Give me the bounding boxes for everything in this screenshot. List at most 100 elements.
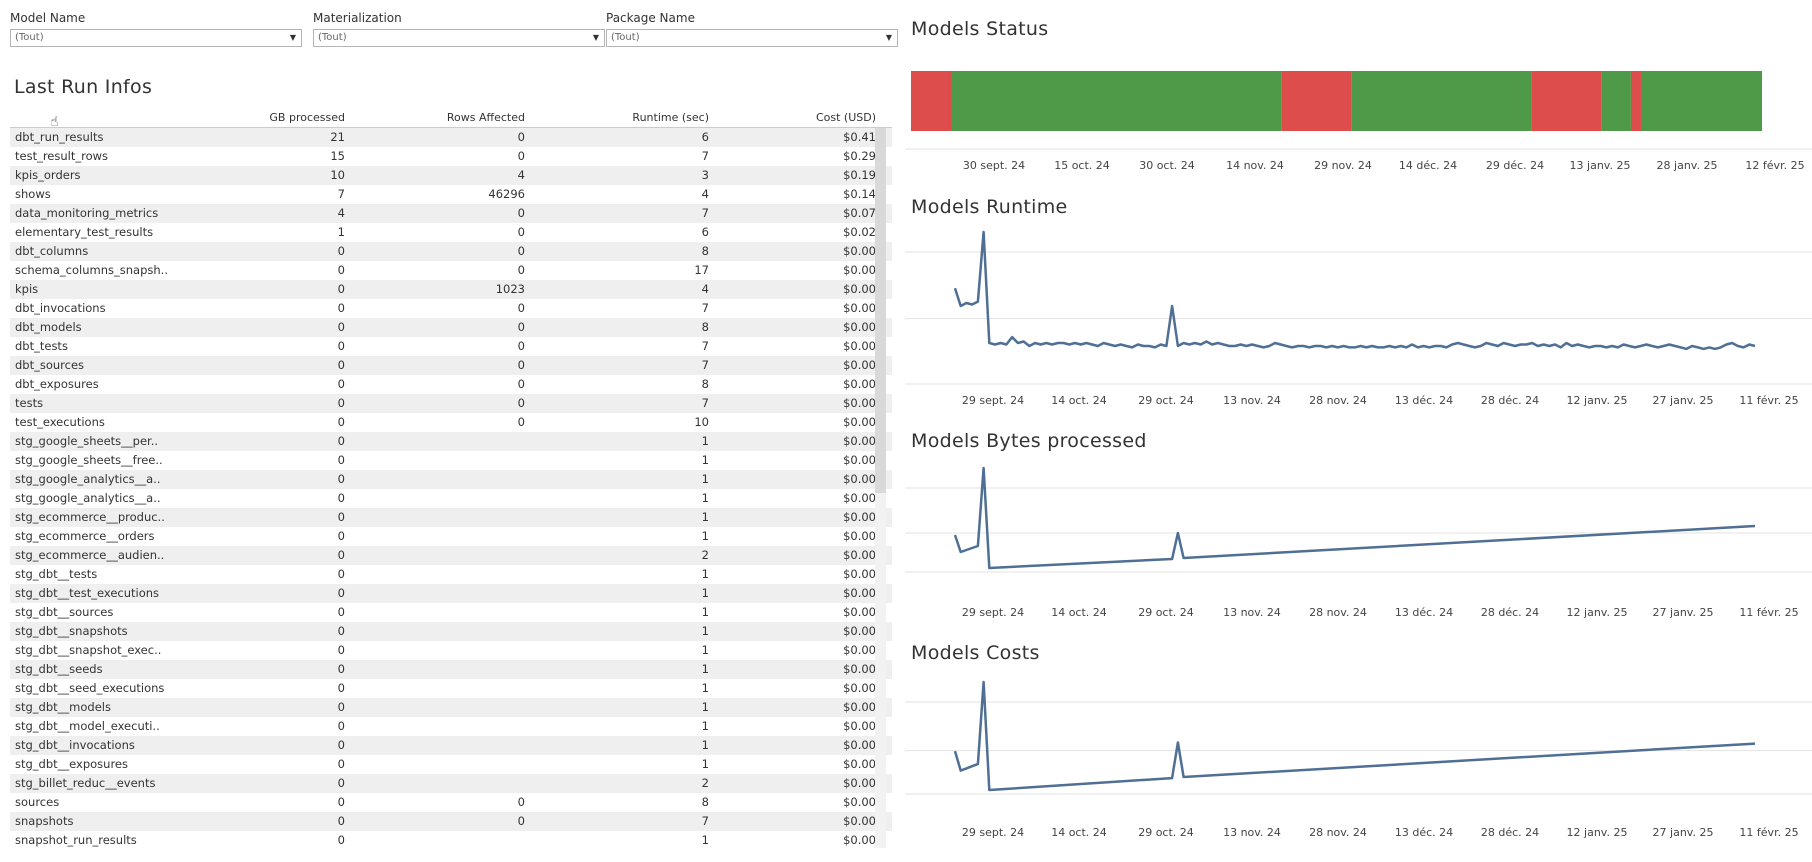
runtime-cell: 2 xyxy=(701,548,709,562)
table-row[interactable]: dbt_sources 0 0 7 $0.00 xyxy=(10,356,892,375)
table-row[interactable]: snapshot_run_results 0 1 $0.00 xyxy=(10,831,892,848)
model-name-cell: stg_dbt__exposures xyxy=(15,757,128,771)
x-tick-label: 13 nov. 24 xyxy=(1223,394,1281,407)
table-row[interactable]: snapshots 0 0 7 $0.00 xyxy=(10,812,892,831)
table-row[interactable]: stg_google_sheets__per.. 0 1 $0.00 xyxy=(10,432,892,451)
table-row[interactable]: stg_dbt__snapshot_exec.. 0 1 $0.00 xyxy=(10,641,892,660)
model-name-select[interactable]: (Tout) ▼ xyxy=(10,29,302,47)
table-row[interactable]: shows 7 46296 4 $0.14 xyxy=(10,185,892,204)
table-row[interactable]: stg_dbt__seeds 0 1 $0.00 xyxy=(10,660,892,679)
rows-affected-cell: 1023 xyxy=(495,282,525,296)
x-tick-label: 28 nov. 24 xyxy=(1309,606,1367,619)
column-header-runtime[interactable]: Runtime (sec) xyxy=(632,111,709,124)
runtime-cell: 7 xyxy=(701,814,709,828)
runtime-cell: 1 xyxy=(701,567,709,581)
table-row[interactable]: stg_dbt__test_executions 0 1 $0.00 xyxy=(10,584,892,603)
cost-cell: $0.41 xyxy=(843,130,876,144)
model-name-cell: dbt_invocations xyxy=(15,301,106,315)
column-header-cost[interactable]: Cost (USD) xyxy=(815,111,876,124)
gb-processed-cell: 0 xyxy=(337,263,345,277)
table-row[interactable]: dbt_models 0 0 8 $0.00 xyxy=(10,318,892,337)
table-row[interactable]: stg_google_analytics__a.. 0 1 $0.00 xyxy=(10,489,892,508)
table-row[interactable]: dbt_invocations 0 0 7 $0.00 xyxy=(10,299,892,318)
table-row[interactable]: elementary_test_results 1 0 6 $0.02 xyxy=(10,223,892,242)
table-row[interactable]: stg_dbt__tests 0 1 $0.00 xyxy=(10,565,892,584)
x-tick-label: 14 oct. 24 xyxy=(1051,606,1107,619)
table-row[interactable]: stg_ecommerce__orders 0 1 $0.00 xyxy=(10,527,892,546)
table-row[interactable]: stg_dbt__exposures 0 1 $0.00 xyxy=(10,755,892,774)
runtime-cell: 3 xyxy=(701,168,709,182)
table-row[interactable]: schema_columns_snapsh.. 0 0 17 $0.00 xyxy=(10,261,892,280)
x-tick-label: 13 janv. 25 xyxy=(1570,159,1631,172)
cost-cell: $0.00 xyxy=(843,738,876,752)
cost-cell: $0.00 xyxy=(843,776,876,790)
column-header-rows-affected[interactable]: Rows Affected xyxy=(446,111,525,124)
x-tick-label: 14 oct. 24 xyxy=(1051,826,1107,839)
cost-cell: $0.00 xyxy=(843,377,876,391)
gb-processed-cell: 0 xyxy=(337,548,345,562)
x-tick-label: 11 févr. 25 xyxy=(1739,826,1798,839)
table-row[interactable]: dbt_tests 0 0 7 $0.00 xyxy=(10,337,892,356)
gb-processed-cell: 15 xyxy=(330,149,345,163)
cost-cell: $0.00 xyxy=(843,795,876,809)
materialization-select[interactable]: (Tout) ▼ xyxy=(313,29,605,47)
table-title: Last Run Infos xyxy=(14,76,153,98)
gb-processed-cell: 0 xyxy=(337,415,345,429)
x-tick-label: 29 oct. 24 xyxy=(1138,606,1194,619)
model-name-cell: stg_dbt__sources xyxy=(15,605,114,619)
rows-affected-cell: 0 xyxy=(517,358,525,372)
package-name-select[interactable]: (Tout) ▼ xyxy=(606,29,898,47)
table-row[interactable]: stg_ecommerce__audien.. 0 2 $0.00 xyxy=(10,546,892,565)
table-row[interactable]: test_executions 0 0 10 $0.00 xyxy=(10,413,892,432)
x-tick-label: 30 sept. 24 xyxy=(963,159,1025,172)
x-tick-label: 11 févr. 25 xyxy=(1739,606,1798,619)
runtime-cell: 2 xyxy=(701,776,709,790)
table-row[interactable]: stg_google_sheets__free.. 0 1 $0.00 xyxy=(10,451,892,470)
table-row[interactable]: stg_dbt__invocations 0 1 $0.00 xyxy=(10,736,892,755)
chevron-down-icon[interactable]: ▼ xyxy=(592,33,599,42)
model-name-cell: stg_ecommerce__audien.. xyxy=(15,548,165,562)
model-name-cell: stg_dbt__model_executi.. xyxy=(15,719,160,733)
runtime-cell: 8 xyxy=(701,795,709,809)
table-row[interactable]: dbt_run_results 21 0 6 $0.41 xyxy=(10,128,892,147)
table-row[interactable]: stg_dbt__snapshots 0 1 $0.00 xyxy=(10,622,892,641)
cost-cell: $0.00 xyxy=(843,358,876,372)
model-name-cell: test_executions xyxy=(15,415,105,429)
table-row[interactable]: stg_google_analytics__a.. 0 1 $0.00 xyxy=(10,470,892,489)
runtime-cell: 1 xyxy=(701,700,709,714)
x-tick-label: 28 nov. 24 xyxy=(1309,826,1367,839)
table-row[interactable]: tests 0 0 7 $0.00 xyxy=(10,394,892,413)
bytes-chart-title: Models Bytes processed xyxy=(911,430,1147,452)
cost-cell: $0.00 xyxy=(843,472,876,486)
table-row[interactable]: kpis 0 1023 4 $0.00 xyxy=(10,280,892,299)
table-row[interactable]: stg_dbt__models 0 1 $0.00 xyxy=(10,698,892,717)
table-row[interactable]: dbt_exposures 0 0 8 $0.00 xyxy=(10,375,892,394)
chevron-down-icon[interactable]: ▼ xyxy=(289,33,296,42)
table-row[interactable]: stg_dbt__sources 0 1 $0.00 xyxy=(10,603,892,622)
table-row[interactable]: data_monitoring_metrics 4 0 7 $0.07 xyxy=(10,204,892,223)
x-tick-label: 13 déc. 24 xyxy=(1395,394,1453,407)
runtime-cell: 1 xyxy=(701,757,709,771)
column-header-gb-processed[interactable]: GB processed xyxy=(269,111,345,124)
model-name-cell: dbt_tests xyxy=(15,339,68,353)
cost-cell: $0.00 xyxy=(843,548,876,562)
cost-cell: $0.00 xyxy=(843,814,876,828)
table-row[interactable]: kpis_orders 10 4 3 $0.19 xyxy=(10,166,892,185)
status-segment-error xyxy=(1531,71,1602,131)
scrollbar-thumb[interactable] xyxy=(875,128,886,493)
table-row[interactable]: test_result_rows 15 0 7 $0.29 xyxy=(10,147,892,166)
gb-processed-cell: 0 xyxy=(337,320,345,334)
model-name-cell: snapshots xyxy=(15,814,74,828)
table-row[interactable]: stg_dbt__seed_executions 0 1 $0.00 xyxy=(10,679,892,698)
chevron-down-icon[interactable]: ▼ xyxy=(885,33,892,42)
table-row[interactable]: stg_dbt__model_executi.. 0 1 $0.00 xyxy=(10,717,892,736)
table-scrollbar[interactable] xyxy=(875,128,886,848)
x-tick-label: 15 oct. 24 xyxy=(1054,159,1110,172)
model-name-cell: data_monitoring_metrics xyxy=(15,206,159,220)
rows-affected-cell: 0 xyxy=(517,814,525,828)
rows-affected-cell: 0 xyxy=(517,396,525,410)
table-row[interactable]: sources 0 0 8 $0.00 xyxy=(10,793,892,812)
table-row[interactable]: dbt_columns 0 0 8 $0.00 xyxy=(10,242,892,261)
table-row[interactable]: stg_billet_reduc__events 0 2 $0.00 xyxy=(10,774,892,793)
table-row[interactable]: stg_ecommerce__produc.. 0 1 $0.00 xyxy=(10,508,892,527)
